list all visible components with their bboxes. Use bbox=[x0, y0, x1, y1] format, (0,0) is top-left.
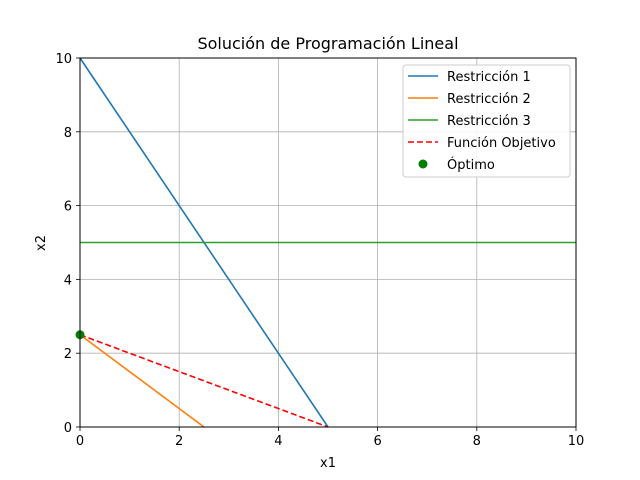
y-axis-label: x2 bbox=[34, 235, 49, 251]
legend-label: Óptimo bbox=[447, 157, 495, 173]
series-layer bbox=[79, 57, 576, 428]
series-line-2 bbox=[79, 334, 205, 428]
legend: Restricción 1 Restricción 2 Restricción 3 F… bbox=[402, 64, 571, 178]
x-axis-label: x1 bbox=[320, 456, 336, 471]
series-line-4 bbox=[79, 334, 329, 428]
plot-frame bbox=[79, 57, 577, 428]
x-tick-label: 4 bbox=[274, 434, 282, 449]
chart-title: Solución de Programación Lineal bbox=[197, 34, 458, 53]
x-tick-label: 0 bbox=[76, 434, 84, 449]
y-tick-label: 6 bbox=[64, 200, 72, 215]
legend-swatch bbox=[418, 159, 428, 169]
x-tick-label: 10 bbox=[568, 434, 585, 449]
y-axis-ticks: 0 2 4 6 8 10 bbox=[55, 52, 80, 436]
legend-label: Restricción 2 bbox=[447, 92, 531, 107]
y-tick-label: 8 bbox=[64, 126, 72, 141]
x-tick-label: 2 bbox=[175, 434, 183, 449]
x-tick-label: 8 bbox=[473, 434, 481, 449]
y-tick-label: 4 bbox=[64, 273, 72, 288]
y-tick-label: 2 bbox=[64, 347, 72, 362]
y-tick-label: 0 bbox=[64, 421, 72, 436]
legend-label: Restricción 1 bbox=[447, 70, 531, 85]
legend-label: Función Objetivo bbox=[447, 136, 556, 151]
legend-label: Restricción 3 bbox=[447, 114, 531, 129]
x-tick-label: 6 bbox=[373, 434, 381, 449]
y-tick-label: 10 bbox=[55, 52, 72, 67]
legend-box bbox=[402, 64, 571, 178]
x-axis-ticks: 0 2 4 6 8 10 bbox=[76, 427, 584, 449]
